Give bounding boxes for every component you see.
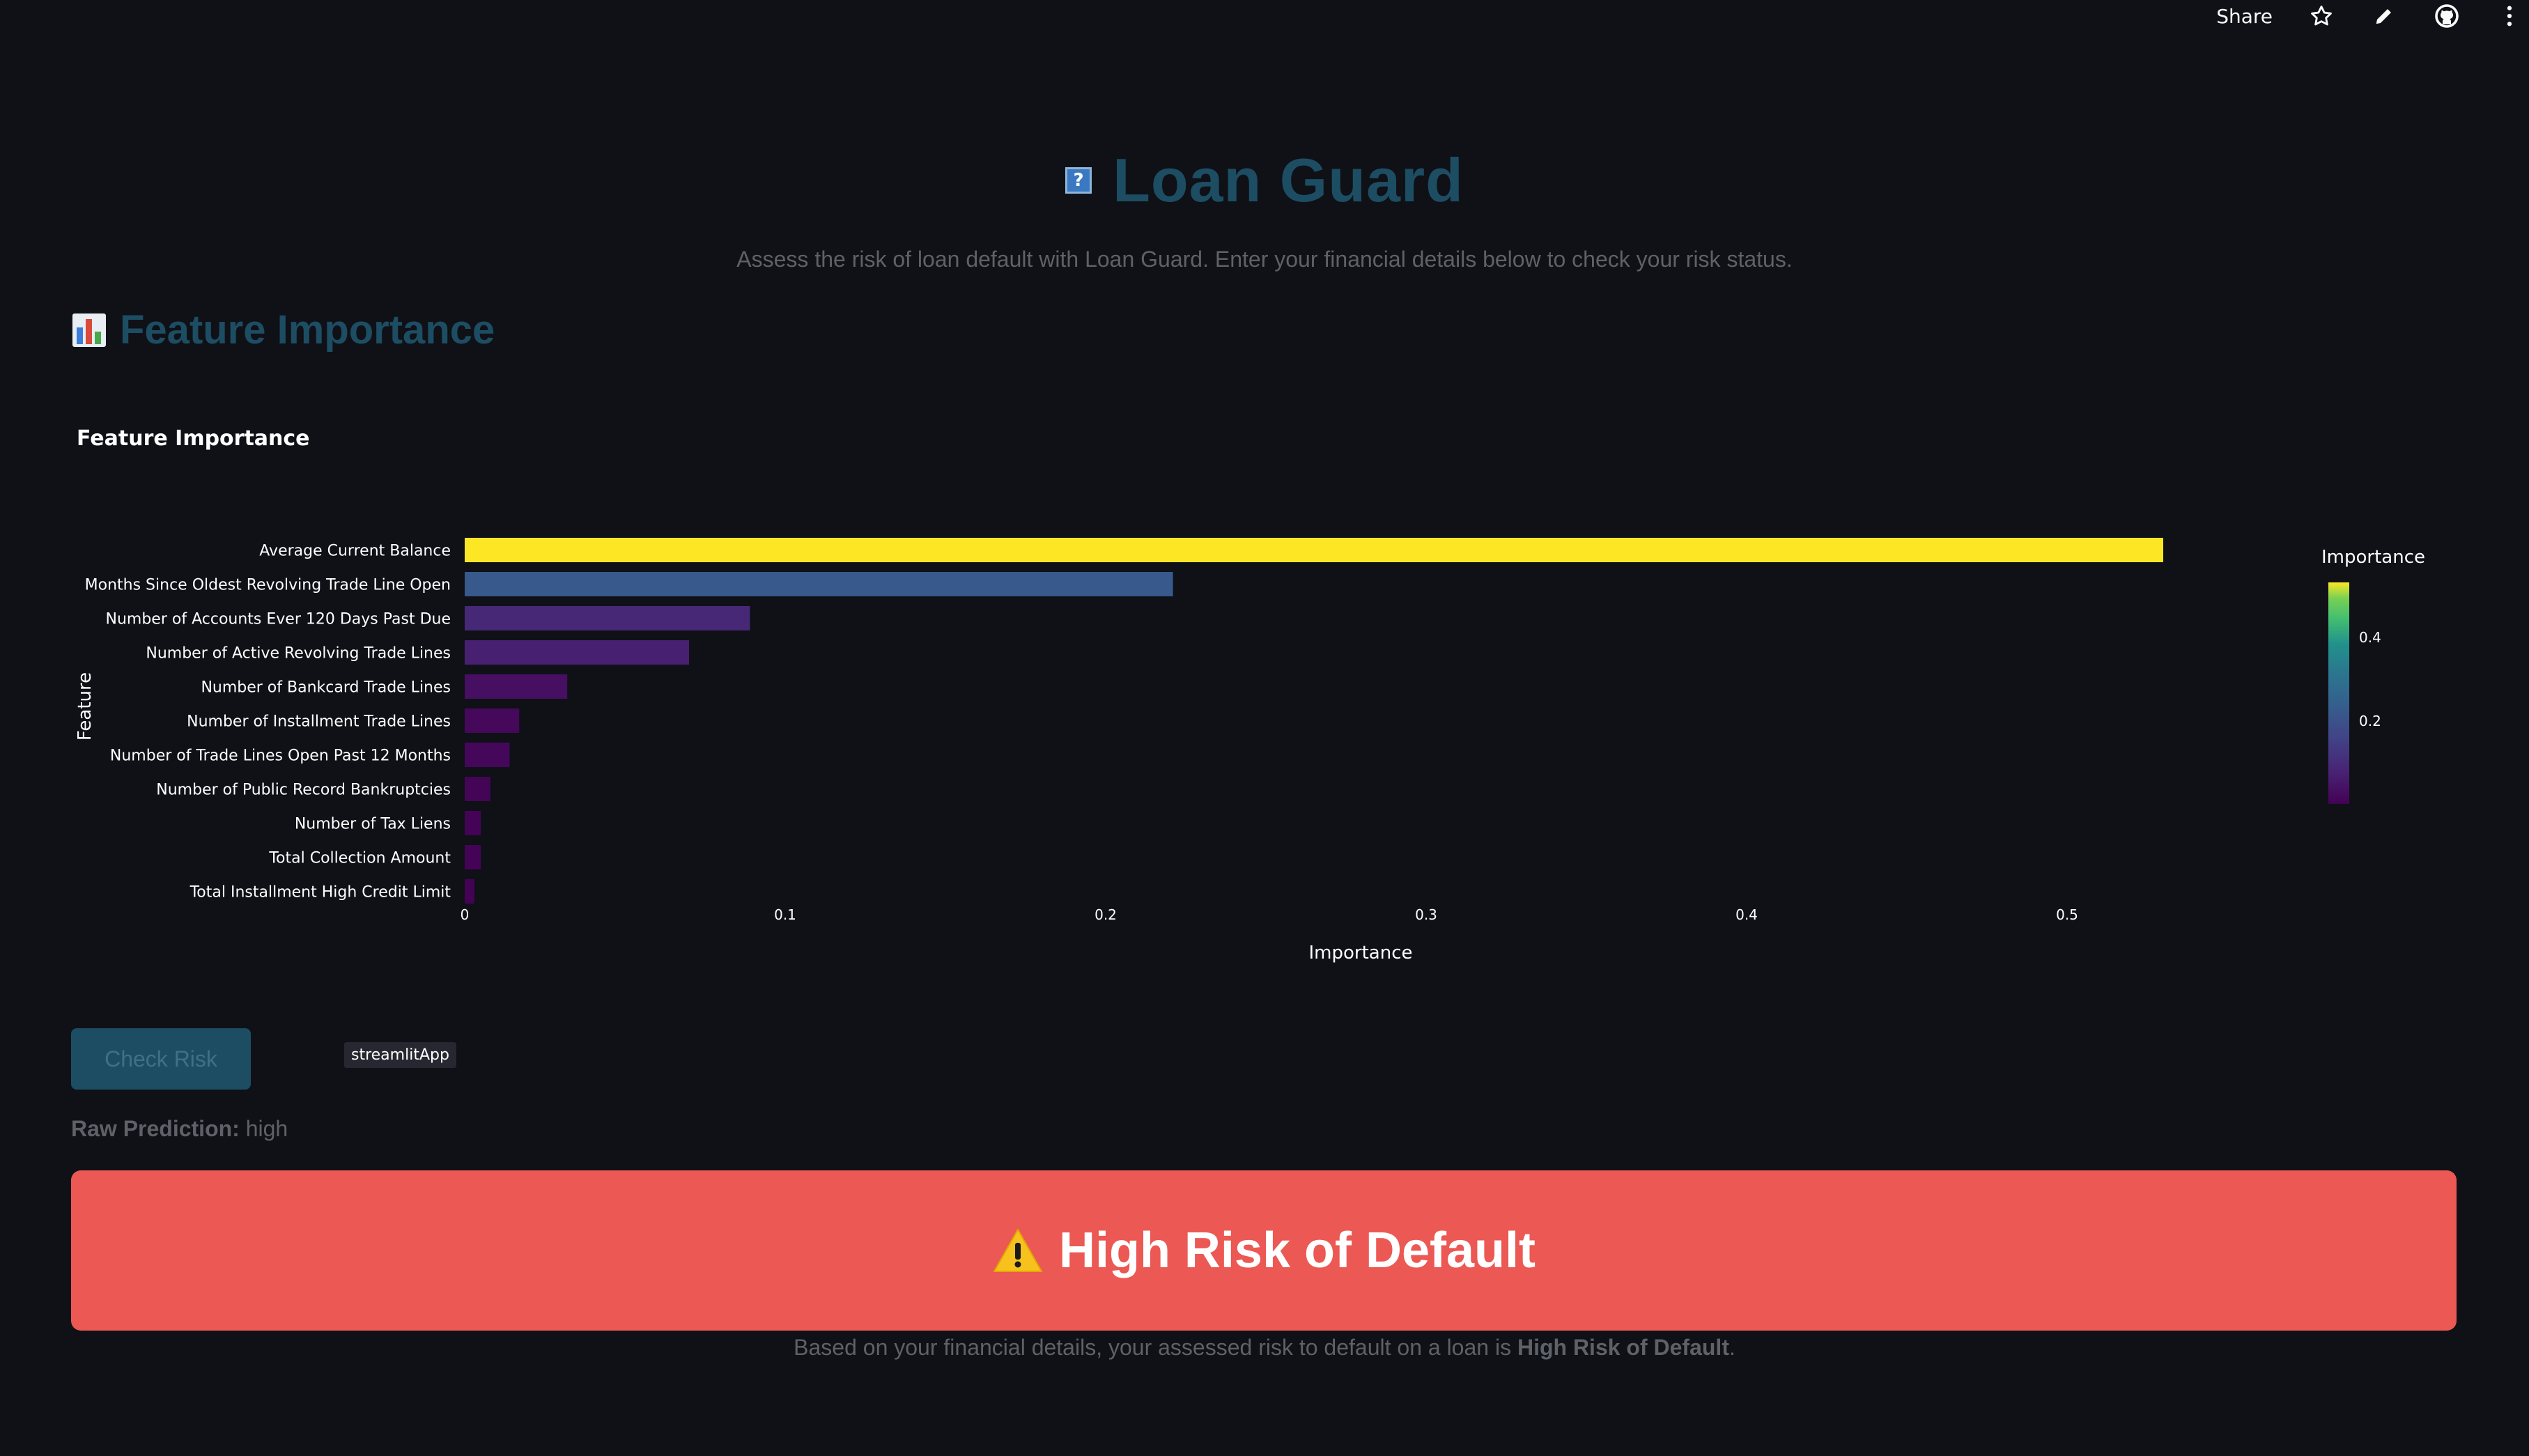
bar-7[interactable] <box>465 743 510 767</box>
check-risk-button[interactable]: Check Risk <box>71 1028 251 1090</box>
y-tick-label: Number of Trade Lines Open Past 12 Month… <box>110 748 451 765</box>
y-tick-label: Total Installment High Credit Limit <box>190 884 451 901</box>
risk-description: Based on your financial details, your as… <box>0 1335 2529 1361</box>
y-tick-label: Number of Active Revolving Trade Lines <box>146 645 451 663</box>
chart-svg: Average Current Balance Months Since Olde… <box>75 538 2425 963</box>
risk-desc-bold: High Risk of Default <box>1517 1335 1729 1360</box>
x-tick-label: 0 <box>461 906 470 923</box>
bar-3[interactable] <box>465 606 750 630</box>
pencil-icon[interactable] <box>2370 2 2398 30</box>
x-tick-label: 0.4 <box>1735 906 1758 923</box>
bar-1[interactable] <box>465 538 2163 562</box>
bar-8[interactable] <box>465 777 490 801</box>
page-title: Loan Guard <box>1113 146 1464 215</box>
raw-prediction-value: high <box>245 1116 288 1141</box>
page-subtitle: Assess the risk of loan default with Loa… <box>736 247 1793 272</box>
y-axis-label: Feature <box>75 672 95 741</box>
risk-desc-text: Based on your financial details, your as… <box>794 1335 1517 1360</box>
y-tick-label: Number of Accounts Ever 120 Days Past Du… <box>106 611 451 628</box>
risk-result-banner: High Risk of Default <box>71 1170 2457 1331</box>
bar-10[interactable] <box>465 845 481 869</box>
page-header: ? Loan Guard <box>0 145 2529 216</box>
bar-11[interactable] <box>465 879 474 904</box>
raw-prediction-label: Raw Prediction: <box>71 1116 240 1141</box>
y-tick-label: Total Collection Amount <box>268 850 451 867</box>
bar-9[interactable] <box>465 811 481 835</box>
feature-importance-chart: Average Current Balance Months Since Olde… <box>71 411 2461 982</box>
y-tick-label: Average Current Balance <box>259 543 451 560</box>
colorbar-tick-label: 0.4 <box>2359 629 2381 646</box>
github-icon[interactable] <box>2433 2 2461 30</box>
risk-headline: High Risk of Default <box>1058 1223 1536 1278</box>
bar-chart-icon <box>72 313 106 347</box>
tooltip: streamlitApp <box>344 1042 456 1068</box>
colorbar-tick-label: 0.2 <box>2359 713 2381 729</box>
colorbar: Importance 0.2 0.4 <box>2321 547 2425 804</box>
chart-title: Feature Importance <box>77 426 310 451</box>
x-tick-label: 0.2 <box>1095 906 1117 923</box>
y-tick-label: Number of Tax Liens <box>295 816 451 833</box>
share-button[interactable]: Share <box>2216 4 2273 28</box>
x-axis-label: Importance <box>1309 943 1413 963</box>
bar-6[interactable] <box>465 708 520 733</box>
y-tick-label: Number of Public Record Bankruptcies <box>156 782 451 799</box>
more-vertical-icon[interactable] <box>2496 2 2523 30</box>
star-icon[interactable] <box>2307 2 2335 30</box>
y-tick-label: Number of Bankcard Trade Lines <box>201 679 451 697</box>
x-tick-label: 0.5 <box>2056 906 2078 923</box>
section-header: Feature Importance <box>71 307 495 353</box>
raw-prediction: Raw Prediction: high <box>71 1116 288 1142</box>
colorbar-title: Importance <box>2321 547 2425 568</box>
x-tick-label: 0.1 <box>774 906 796 923</box>
bar-2[interactable] <box>465 572 1173 596</box>
risk-desc-suffix: . <box>1728 1335 1735 1360</box>
bar-5[interactable] <box>465 674 568 699</box>
warning-icon <box>993 1229 1042 1272</box>
section-title: Feature Importance <box>120 307 495 353</box>
bar-4[interactable] <box>465 640 689 665</box>
colorbar-gradient <box>2328 582 2349 804</box>
y-tick-label: Months Since Oldest Revolving Trade Line… <box>85 577 451 594</box>
question-box-icon: ? <box>1065 167 1092 194</box>
top-toolbar: Share <box>2216 0 2529 32</box>
x-tick-label: 0.3 <box>1415 906 1437 923</box>
y-tick-label: Number of Installment Trade Lines <box>187 713 451 731</box>
